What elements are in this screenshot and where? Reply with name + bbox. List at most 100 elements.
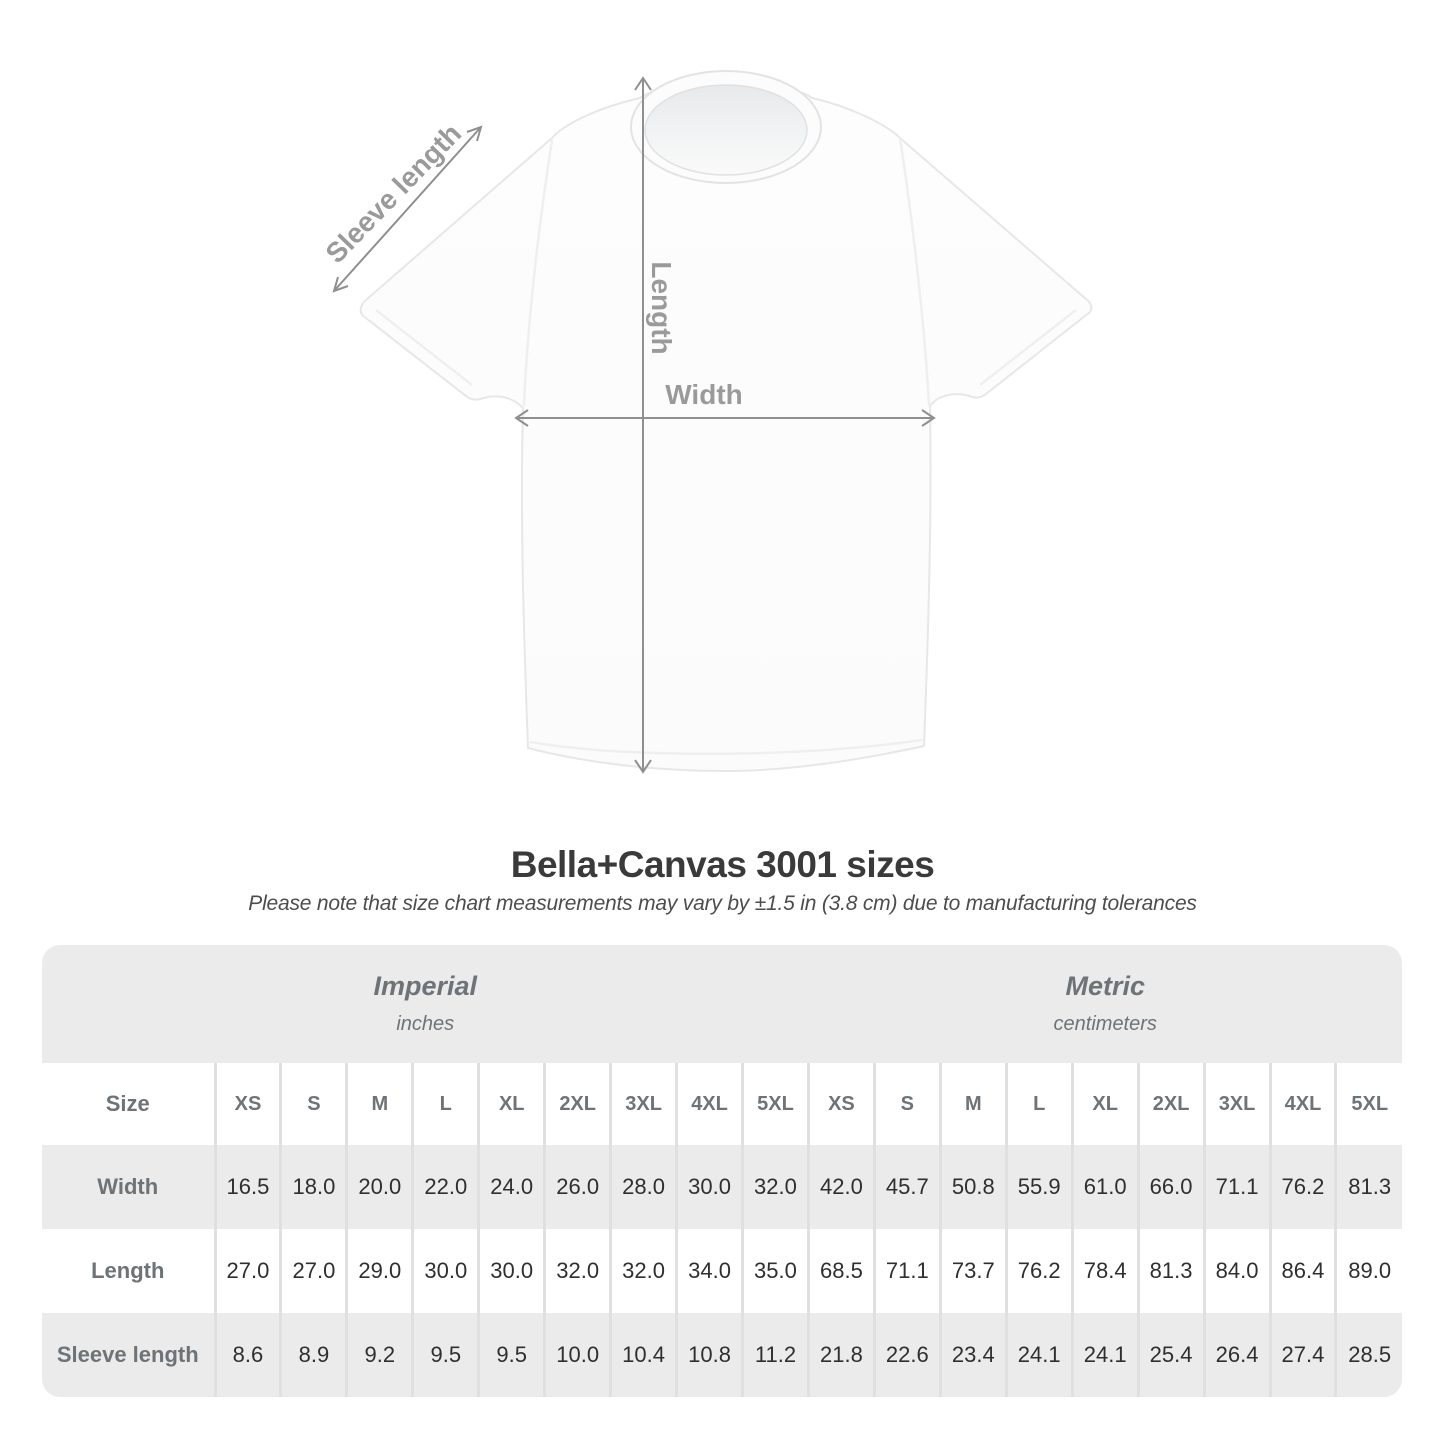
length-label: Length (646, 261, 677, 354)
size-col-header: 2XL (1136, 1063, 1205, 1145)
imperial-group-units: inches (396, 1013, 455, 1036)
measurement-cell: 27.0 (279, 1229, 347, 1313)
measurement-cell: 9.5 (477, 1313, 545, 1397)
measurement-cell: 29.0 (345, 1229, 413, 1313)
width-label: Width (665, 379, 743, 410)
size-col-header: 2XL (543, 1063, 611, 1145)
page-subtitle: Please note that size chart measurements… (248, 892, 1197, 915)
measurement-cell: 81.3 (1136, 1229, 1205, 1313)
measurement-cell: 24.0 (477, 1145, 545, 1229)
measurement-cell: 50.8 (938, 1145, 1007, 1229)
measurement-cell: 73.7 (938, 1229, 1007, 1313)
measurement-cell: 71.1 (872, 1229, 941, 1313)
unit-group-row: Imperial inches Metric centimeters (42, 945, 1402, 1063)
row-label: Length (42, 1229, 215, 1313)
measurement-cell: 9.2 (345, 1313, 413, 1397)
size-col-header: 4XL (675, 1063, 743, 1145)
measurement-cell: 22.6 (872, 1313, 941, 1397)
size-col-header: 5XL (1334, 1063, 1402, 1145)
measurement-cell: 20.0 (345, 1145, 413, 1229)
measurement-cell: 21.8 (806, 1313, 875, 1397)
measurement-cell: 22.0 (411, 1145, 479, 1229)
measurement-cell: 68.5 (806, 1229, 875, 1313)
measurement-cell: 28.5 (1334, 1313, 1402, 1397)
metric-group-label: Metric (1065, 970, 1145, 1001)
size-col-header: M (345, 1063, 413, 1145)
size-col-header: XL (477, 1063, 545, 1145)
measurement-cell: 26.0 (543, 1145, 611, 1229)
size-table: Imperial inches Metric centimeters Size … (42, 945, 1402, 1397)
tshirt-graphic (359, 70, 1093, 772)
size-table-container: Imperial inches Metric centimeters Size … (42, 945, 1402, 1397)
measurement-cell: 32.0 (543, 1229, 611, 1313)
measurement-cell: 30.0 (675, 1145, 743, 1229)
size-header-row: Size XS S M L XL 2XL 3XL 4XL 5XL XS S M L XL 2XL 3XL 4XL… (42, 1063, 1402, 1145)
measurement-cell: 24.1 (1070, 1313, 1139, 1397)
size-col-header: M (938, 1063, 1007, 1145)
measurement-cell: 25.4 (1136, 1313, 1205, 1397)
table-row: Length 27.0 27.0 29.0 30.0 30.0 32.0 32.0 34.0 35… (42, 1229, 1402, 1313)
measurement-cell: 8.9 (279, 1313, 347, 1397)
sleeve-length-arrow (332, 125, 483, 293)
measurement-cell: 10.4 (609, 1313, 677, 1397)
size-col-header: L (1004, 1063, 1073, 1145)
measurement-cell: 27.0 (213, 1229, 281, 1313)
size-column-header: Size (42, 1063, 215, 1145)
table-row: Width 16.5 18.0 20.0 22.0 24.0 26.0 28.0 30.0 32.… (42, 1145, 1402, 1229)
measurement-cell: 35.0 (741, 1229, 809, 1313)
measurement-cell: 32.0 (741, 1145, 809, 1229)
size-col-header: 3XL (1202, 1063, 1270, 1145)
size-col-header: 5XL (741, 1063, 809, 1145)
size-col-header: S (279, 1063, 347, 1145)
measurement-cell: 81.3 (1334, 1145, 1402, 1229)
imperial-group-label: Imperial (373, 970, 477, 1001)
measurement-cell: 11.2 (741, 1313, 809, 1397)
measurement-cell: 30.0 (411, 1229, 479, 1313)
imperial-group-header: Imperial inches (42, 945, 809, 1063)
metric-group-header: Metric centimeters (808, 945, 1402, 1063)
metric-group-units: centimeters (1053, 1013, 1157, 1036)
measurement-cell: 26.4 (1202, 1313, 1270, 1397)
size-col-header: XS (806, 1063, 875, 1145)
measurement-cell: 61.0 (1070, 1145, 1139, 1229)
measurement-cell: 84.0 (1202, 1229, 1270, 1313)
measurement-cell: 55.9 (1004, 1145, 1073, 1229)
measurement-cell: 45.7 (872, 1145, 941, 1229)
row-label: Sleeve length (42, 1313, 215, 1397)
measurement-cell: 71.1 (1202, 1145, 1270, 1229)
measurement-cell: 76.2 (1268, 1145, 1336, 1229)
measurement-cell: 8.6 (213, 1313, 281, 1397)
measurement-cell: 86.4 (1268, 1229, 1336, 1313)
page-title: Bella+Canvas 3001 sizes (510, 844, 935, 885)
measurement-cell: 32.0 (609, 1229, 677, 1313)
measurement-cell: 9.5 (411, 1313, 479, 1397)
measurement-cell: 23.4 (938, 1313, 1007, 1397)
size-col-header: 4XL (1268, 1063, 1336, 1145)
measurement-cell: 66.0 (1136, 1145, 1205, 1229)
table-row: Sleeve length 8.6 8.9 9.2 9.5 9.5 10.0 10.4 10.8… (42, 1313, 1402, 1397)
size-table-body: Width 16.5 18.0 20.0 22.0 24.0 26.0 28.0 30.0 32.… (42, 1145, 1402, 1397)
measurement-cell: 78.4 (1070, 1229, 1139, 1313)
measurement-cell: 27.4 (1268, 1313, 1336, 1397)
tshirt-diagram: Sleeve length Length Width (320, 70, 1093, 774)
size-col-header: XS (213, 1063, 281, 1145)
measurement-cell: 30.0 (477, 1229, 545, 1313)
size-col-header: L (411, 1063, 479, 1145)
size-col-header: 3XL (609, 1063, 677, 1145)
measurement-cell: 34.0 (675, 1229, 743, 1313)
measurement-cell: 18.0 (279, 1145, 347, 1229)
size-col-header: S (872, 1063, 941, 1145)
row-label: Width (42, 1145, 215, 1229)
measurement-cell: 89.0 (1334, 1229, 1402, 1313)
measurement-cell: 10.8 (675, 1313, 743, 1397)
measurement-cell: 42.0 (806, 1145, 875, 1229)
width-arrow (514, 409, 936, 427)
measurement-cell: 16.5 (213, 1145, 281, 1229)
measurement-cell: 76.2 (1004, 1229, 1073, 1313)
length-arrow (634, 76, 652, 774)
measurement-cell: 28.0 (609, 1145, 677, 1229)
measurement-cell: 10.0 (543, 1313, 611, 1397)
size-col-header: XL (1070, 1063, 1139, 1145)
measurement-cell: 24.1 (1004, 1313, 1073, 1397)
